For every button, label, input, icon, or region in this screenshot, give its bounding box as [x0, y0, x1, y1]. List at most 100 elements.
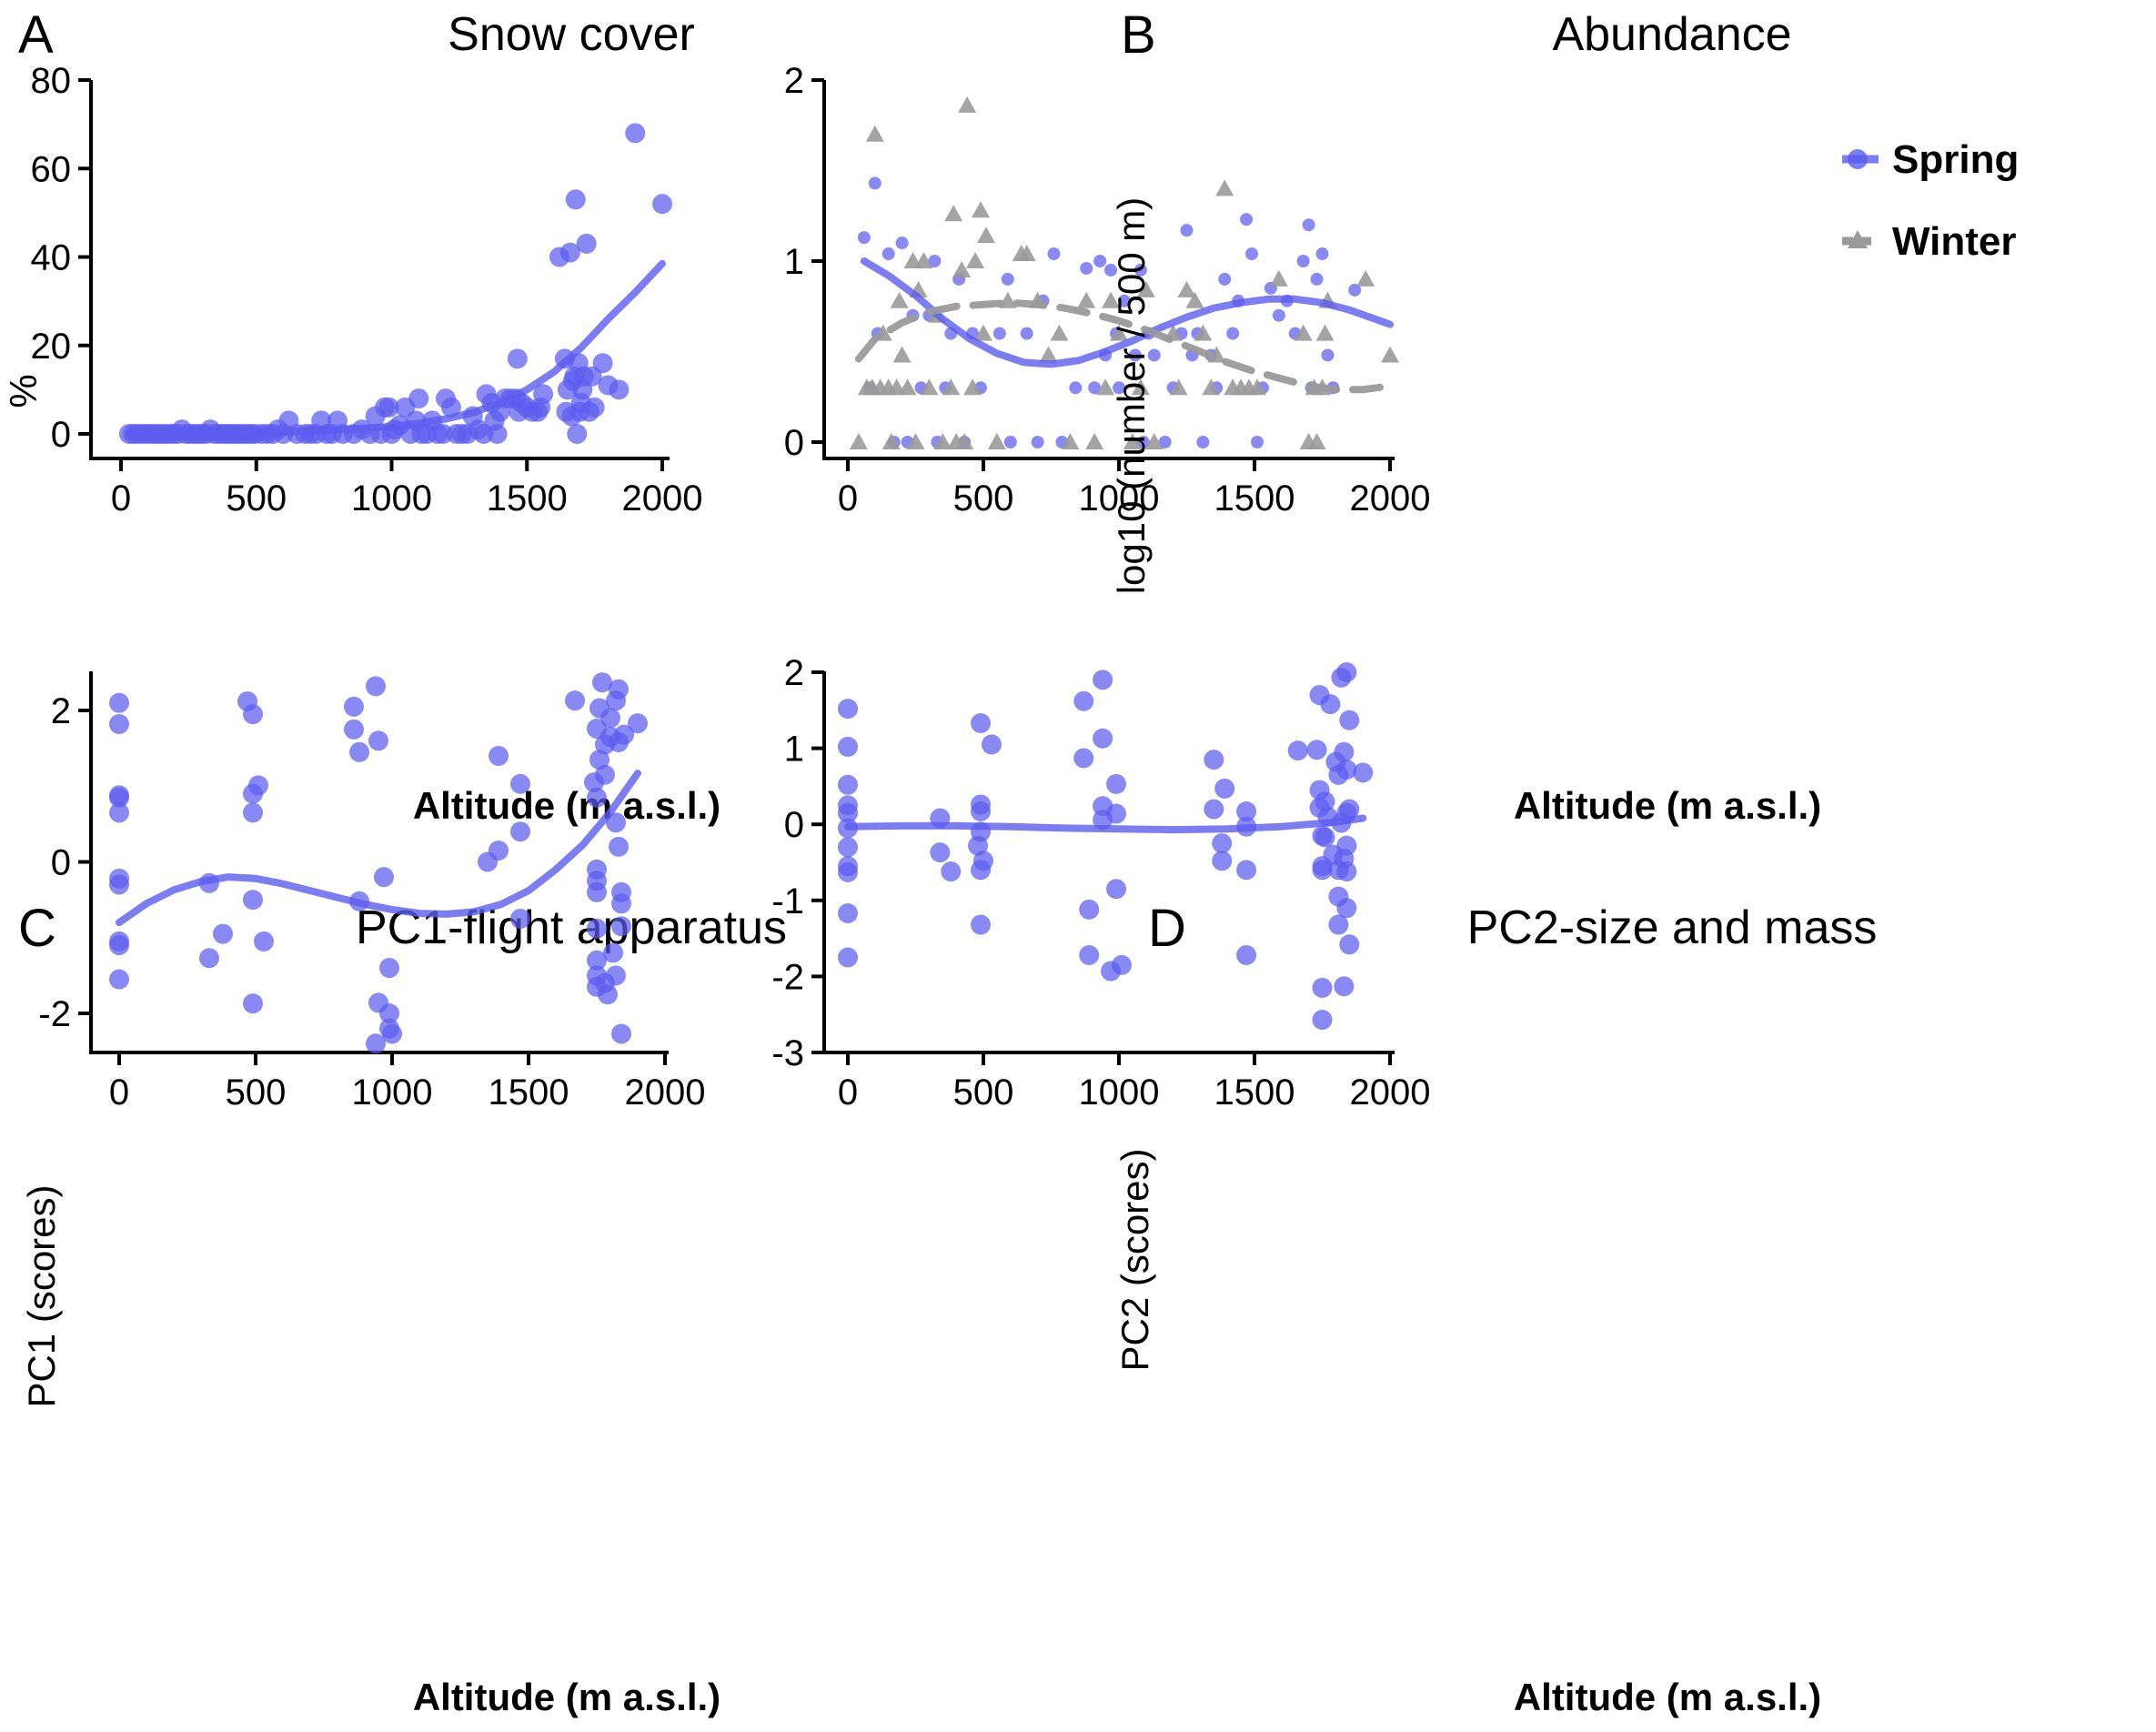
data-point [510, 821, 530, 842]
data-point [592, 353, 613, 374]
y-tick-label: -1 [771, 881, 804, 921]
data-point-winter [1247, 378, 1266, 396]
data-point [565, 189, 586, 210]
data-point-winter [1131, 378, 1150, 396]
legend-marker-spring [1848, 149, 1868, 169]
data-point [838, 774, 858, 795]
fit-line [125, 259, 666, 438]
legend-marker-winter [1848, 230, 1868, 248]
data-point [600, 708, 620, 729]
data-point [344, 696, 364, 717]
data-point [614, 724, 634, 745]
y-tick-label: 1 [784, 242, 804, 282]
data-point [1312, 860, 1333, 881]
y-tick-label: 60 [31, 149, 72, 189]
plot-area: 0 500 1000 1500 2000 0 20 40 60 80 [31, 61, 703, 519]
data-point-winter [1096, 378, 1115, 396]
data-point [1236, 860, 1257, 881]
data-point [1306, 740, 1327, 760]
data-point [587, 881, 607, 902]
data-point [1128, 348, 1142, 362]
data-point [487, 424, 508, 444]
panel-title: Abundance [1552, 8, 1791, 61]
data-point [1328, 914, 1349, 935]
data-point [408, 388, 429, 409]
data-point [1302, 218, 1315, 232]
y-tick-label: 0 [51, 415, 71, 455]
data-point [109, 713, 129, 734]
panel-letter-c: C [18, 899, 56, 958]
data-point [567, 424, 588, 444]
panel-b: B Abundance 0 500 1000 1500 2000 0 1 2 Altitude… [784, 5, 2020, 827]
data-point [606, 965, 626, 986]
data-point [1214, 778, 1235, 799]
data-point-winter [1269, 269, 1288, 287]
panel-letter-a: A [18, 5, 54, 65]
data-point [1093, 670, 1113, 690]
x-tick-label: 2000 [625, 1072, 706, 1113]
data-point [1236, 801, 1257, 821]
panel-letter-d: D [1148, 899, 1186, 958]
data-point-winter [1102, 291, 1121, 308]
data-point [1336, 760, 1357, 780]
x-axis-label: Altitude (m a.s.l.) [1514, 1676, 1821, 1718]
legend-label-winter: Winter [1892, 219, 2017, 264]
data-point [1204, 799, 1224, 820]
x-tick-label: 1500 [487, 478, 568, 519]
data-point-winter [942, 378, 961, 396]
data-point [243, 802, 263, 823]
y-tick-label: 0 [784, 423, 804, 463]
data-point [1250, 436, 1264, 448]
data-point [489, 745, 509, 766]
y-tick-label: -3 [771, 1033, 804, 1073]
data-point-winter [1194, 324, 1213, 341]
panel-c: C PC1-flight apparatus 0 500 1000 1500 2000 -… [18, 671, 787, 1718]
data-point [1336, 835, 1357, 856]
data-point-winter [1123, 433, 1142, 449]
data-point-winter [1110, 324, 1128, 341]
y-tick-label: 2 [51, 691, 71, 731]
data-point [507, 348, 528, 369]
data-point [992, 327, 1006, 340]
x-tick-label: 1000 [1079, 478, 1160, 519]
data-point [838, 736, 858, 757]
data-point [882, 247, 895, 261]
data-point [199, 948, 219, 969]
data-point [510, 773, 530, 794]
data-point [598, 984, 618, 1005]
data-point-winter [1039, 346, 1058, 363]
data-point [838, 903, 858, 924]
data-point-winter [944, 205, 963, 222]
data-point [928, 255, 942, 267]
data-point [1106, 803, 1127, 824]
x-tick-label: 1500 [1214, 1072, 1295, 1113]
data-point [838, 837, 858, 858]
data-point [1339, 799, 1360, 820]
data-point [587, 787, 607, 808]
data-point [838, 802, 858, 823]
data-point [1079, 944, 1100, 965]
x-tick-label: 1000 [352, 1072, 433, 1113]
data-point [589, 750, 610, 770]
data-point [609, 836, 629, 857]
y-tick-label: 0 [51, 843, 71, 883]
y-tick-label: 2 [784, 653, 804, 693]
data-point [440, 397, 461, 418]
data-point-winter [1017, 245, 1036, 262]
data-point-winter [933, 433, 952, 449]
data-point [368, 730, 388, 751]
data-point [1348, 283, 1362, 297]
panel-a: A Snow cover 0 500 1000 1500 2000 0 20 40 60 80 A… [2, 5, 720, 827]
data-point [1117, 294, 1131, 307]
x-tick-label: 0 [838, 478, 858, 519]
data-point [1336, 861, 1357, 882]
data-point [1320, 694, 1341, 715]
data-point-winter [890, 291, 909, 308]
data-point [366, 1033, 386, 1054]
legend-label-spring: Spring [1892, 137, 2019, 182]
data-point [1296, 255, 1310, 267]
data-point [1133, 263, 1147, 277]
y-axis-label: % [2, 374, 45, 408]
x-tick-label: 1500 [489, 1072, 569, 1113]
fit-line [844, 814, 1367, 834]
